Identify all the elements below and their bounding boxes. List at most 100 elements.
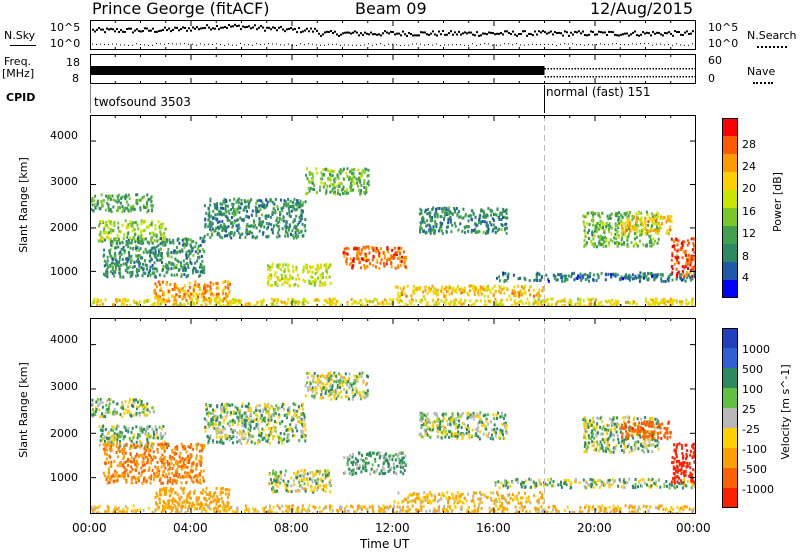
power-cell	[360, 172, 363, 176]
power-cell	[431, 298, 434, 302]
power-cell	[627, 274, 630, 278]
power-cell	[111, 265, 114, 269]
nsearch-point	[236, 44, 237, 46]
power-cell	[233, 231, 236, 235]
velocity-cell	[100, 434, 103, 438]
power-cell	[103, 259, 106, 263]
power-cell	[444, 298, 447, 302]
power-cell	[596, 273, 599, 277]
power-cell	[503, 280, 506, 284]
freq-point-normal	[619, 68, 621, 70]
power-cell	[194, 268, 197, 272]
power-cell	[306, 167, 309, 171]
power-cell	[608, 241, 610, 245]
power-cell	[162, 234, 164, 238]
power-cell	[652, 242, 655, 246]
power-cell	[659, 226, 662, 230]
power-cell	[100, 235, 103, 239]
power-cell	[355, 177, 358, 181]
power-cell	[501, 287, 504, 291]
velocity-cell	[108, 476, 111, 480]
power-cell	[652, 301, 655, 305]
power-cell	[131, 229, 134, 233]
power-cell	[224, 285, 227, 289]
velocity-cell	[102, 447, 105, 451]
nsearch-point	[184, 43, 185, 45]
power-cell	[443, 211, 446, 215]
power-cell	[435, 300, 438, 304]
power-cell	[101, 302, 104, 306]
power-cell	[193, 283, 196, 287]
velocity-cell	[178, 455, 181, 459]
power-cell	[444, 302, 447, 306]
velocity-cell	[105, 403, 108, 407]
power-cbar-tick-16: 16	[742, 205, 756, 218]
velocity-cell	[135, 407, 138, 411]
velocity-cell	[174, 469, 177, 473]
power-cell	[409, 301, 412, 305]
velocity-cell	[155, 471, 158, 475]
power-cell	[270, 223, 273, 227]
power-cell	[138, 198, 141, 202]
nsearch-point	[304, 44, 305, 46]
velocity-cell	[104, 442, 107, 446]
power-cell	[463, 286, 466, 290]
velocity-cell	[167, 444, 170, 448]
power-cell	[155, 267, 158, 271]
power-cell	[110, 240, 113, 243]
power-cell	[322, 168, 325, 171]
power-cell	[274, 197, 277, 201]
power-cell	[192, 288, 195, 292]
power-cell	[601, 211, 604, 215]
nsky-point	[92, 28, 94, 31]
power-cell	[248, 215, 250, 219]
power-cell	[624, 224, 627, 228]
power-cell	[399, 264, 402, 268]
nave-point-normal	[559, 76, 561, 78]
power-cell	[122, 275, 125, 279]
power-cell	[125, 263, 128, 267]
power-cell	[385, 299, 388, 303]
power-cell	[285, 225, 288, 229]
power-cell	[189, 295, 192, 299]
power-cell	[500, 228, 503, 232]
power-cell	[127, 223, 130, 227]
power-cell	[436, 292, 439, 296]
power-cell	[191, 292, 194, 296]
power-cell	[655, 228, 658, 232]
velocity-cell	[184, 471, 187, 475]
velocity-cell	[195, 447, 198, 451]
power-cell	[669, 225, 672, 229]
nsearch-point	[396, 44, 397, 46]
power-cell	[226, 300, 229, 303]
power-cell	[478, 216, 481, 220]
nave-point-normal	[688, 76, 690, 78]
nsky-point	[390, 30, 392, 33]
power-cell	[126, 267, 129, 270]
velocity-cell	[112, 443, 115, 447]
power-cell	[215, 281, 218, 285]
nsky-point	[372, 33, 374, 36]
power-cell	[362, 245, 365, 249]
velocity-cell	[103, 435, 106, 439]
power-cell	[168, 299, 171, 303]
nsky-point	[158, 30, 160, 33]
power-cell	[635, 220, 638, 224]
power-cell	[132, 204, 135, 208]
power-cell	[208, 210, 211, 214]
nsky-point	[672, 34, 674, 37]
power-cell	[227, 225, 230, 229]
power-cell	[360, 299, 362, 303]
velocity-cell	[177, 464, 180, 468]
power-cell	[105, 270, 108, 274]
power-cell	[690, 257, 693, 261]
velocity-cell	[141, 460, 144, 464]
power-cell	[293, 226, 296, 230]
power-cell	[208, 297, 211, 300]
velocity-cell	[124, 460, 127, 464]
nsearch-point	[412, 43, 413, 45]
power-cell	[146, 225, 148, 229]
velocity-cell	[112, 400, 115, 404]
power-cell	[142, 229, 145, 232]
power-cell	[645, 210, 648, 214]
